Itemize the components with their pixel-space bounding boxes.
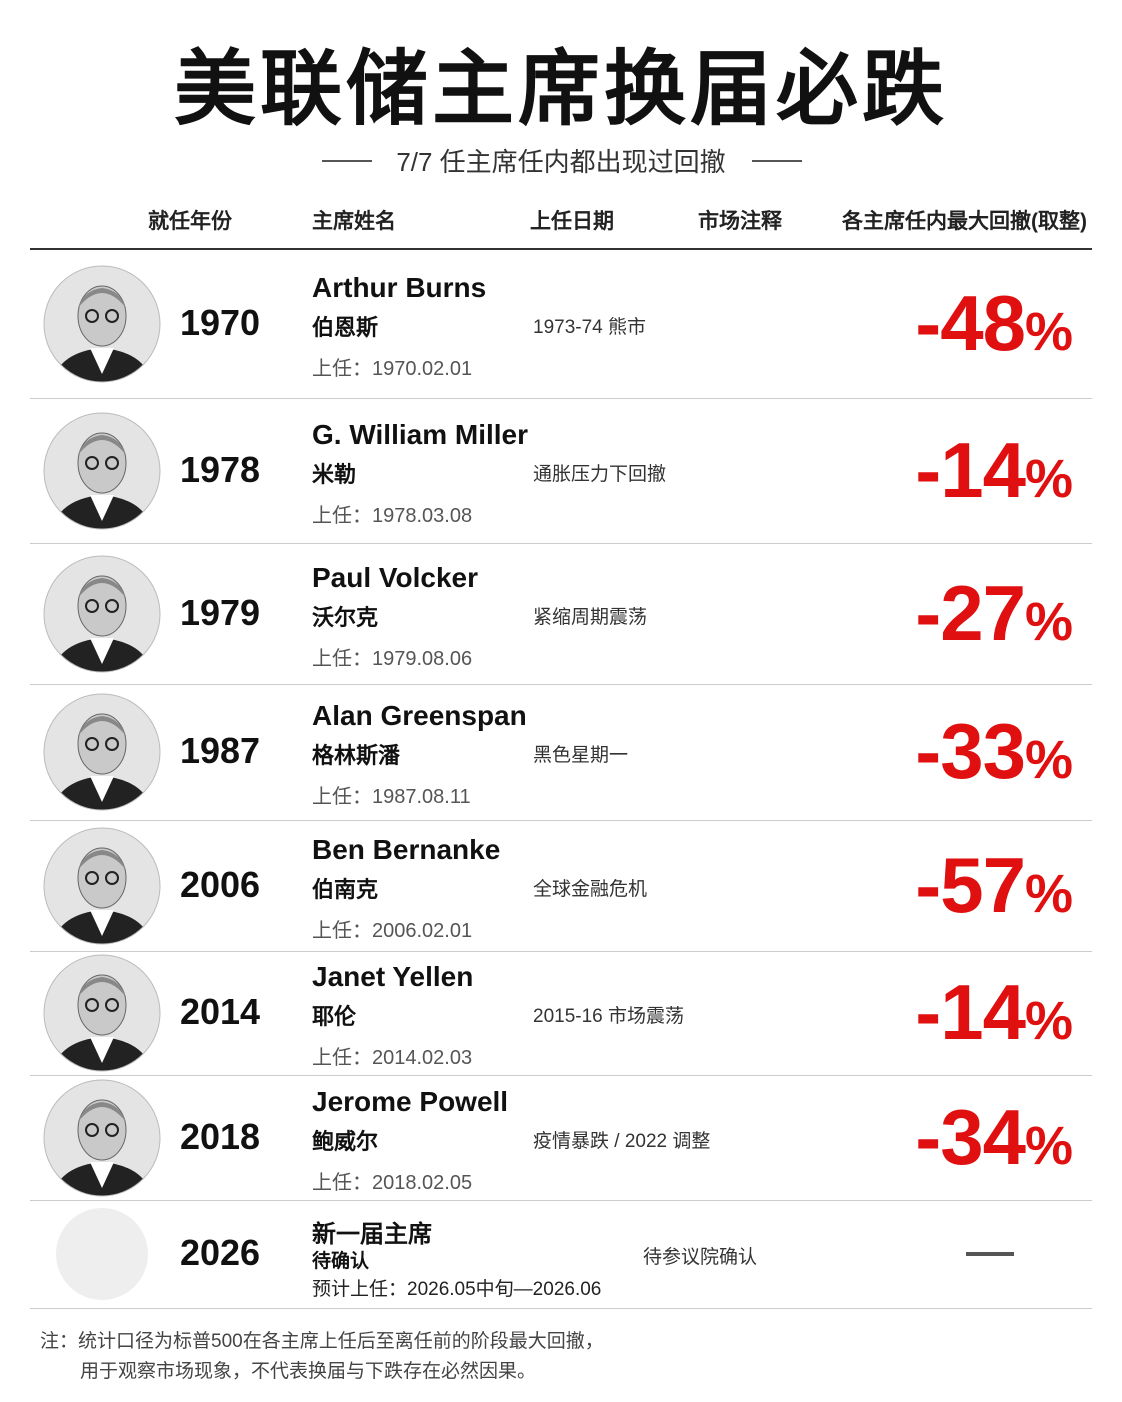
name-en: Arthur Burns bbox=[312, 271, 487, 303]
name-cn: 伯南克 bbox=[312, 876, 379, 902]
drawdown-unit: % bbox=[1024, 591, 1073, 652]
date: 上任：1978.03.08 bbox=[312, 504, 473, 527]
drawdown-value: -14 bbox=[915, 425, 1026, 514]
header-rule bbox=[30, 248, 1092, 250]
portrait bbox=[43, 555, 161, 672]
row-rule bbox=[30, 1200, 1092, 1201]
name-en: Ben Bernanke bbox=[312, 833, 501, 865]
date: 上任：1979.08.06 bbox=[312, 647, 473, 670]
drawdown: -34% bbox=[915, 1092, 1073, 1183]
drawdown: -14% bbox=[915, 967, 1073, 1058]
column-header: 主席姓名 bbox=[312, 210, 396, 233]
name-cn: 耶伦 bbox=[312, 1004, 357, 1029]
note: 黑色星期一 bbox=[533, 745, 629, 766]
portrait bbox=[43, 1079, 161, 1196]
row-rule bbox=[30, 543, 1092, 544]
date: 上任：2014.02.03 bbox=[312, 1047, 473, 1069]
column-header: 各主席任内最大回撤(取整) bbox=[842, 210, 1087, 233]
year: 2026 bbox=[179, 1232, 261, 1273]
column-header: 上任日期 bbox=[530, 210, 614, 233]
name-cn: 沃尔克 bbox=[312, 604, 379, 630]
drawdown-unit: % bbox=[1024, 863, 1073, 924]
drawdown-value: -14 bbox=[915, 968, 1026, 1056]
note: 2015-16 市场震荡 bbox=[533, 1006, 685, 1027]
note: 待参议院确认 bbox=[643, 1247, 758, 1268]
row-rule bbox=[30, 684, 1092, 685]
row-rule bbox=[30, 398, 1092, 399]
date: 上任：2006.02.01 bbox=[312, 919, 473, 942]
divider bbox=[322, 160, 372, 162]
pending-dash bbox=[966, 1252, 1014, 1256]
name-cn: 格林斯潘 bbox=[312, 743, 401, 768]
portrait bbox=[43, 954, 161, 1072]
year: 1987 bbox=[179, 730, 261, 771]
name-en: 新一届主席 bbox=[312, 1221, 432, 1248]
drawdown-value: -34 bbox=[915, 1092, 1026, 1181]
name-cn: 伯恩斯 bbox=[312, 314, 379, 340]
note: 1973-74 熊市 bbox=[533, 316, 647, 338]
portrait bbox=[43, 412, 161, 529]
year: 1970 bbox=[179, 301, 261, 343]
name-cn: 待确认 bbox=[312, 1251, 370, 1272]
subtitle: 7/7 任主席任内都出现过回撤 bbox=[396, 147, 726, 177]
drawdown-unit: % bbox=[1024, 448, 1073, 509]
drawdown-unit: % bbox=[1024, 991, 1073, 1051]
row-rule bbox=[30, 1075, 1092, 1076]
row-rule bbox=[30, 1308, 1092, 1309]
name-en: Jerome Powell bbox=[312, 1085, 509, 1117]
note: 紧缩周期震荡 bbox=[533, 606, 648, 628]
year: 2014 bbox=[179, 991, 261, 1032]
drawdown-unit: % bbox=[1024, 1115, 1073, 1176]
portrait bbox=[43, 265, 161, 382]
note: 全球金融危机 bbox=[533, 878, 648, 900]
portrait bbox=[43, 693, 161, 811]
year: 1978 bbox=[179, 448, 261, 490]
drawdown-unit: % bbox=[1024, 730, 1073, 790]
portrait bbox=[56, 1208, 148, 1300]
drawdown: -33% bbox=[915, 706, 1073, 797]
drawdown-value: -57 bbox=[915, 840, 1026, 929]
footnote: 注：统计口径为标普500在各主席上任后至离任前的阶段最大回撤， bbox=[40, 1331, 604, 1352]
drawdown-value: -48 bbox=[915, 278, 1026, 367]
column-header: 就任年份 bbox=[148, 210, 232, 233]
year: 2006 bbox=[179, 863, 261, 905]
column-header: 市场注释 bbox=[698, 210, 782, 233]
row-rule bbox=[30, 820, 1092, 821]
name-cn: 鲍威尔 bbox=[312, 1128, 379, 1154]
footnote: 用于观察市场现象，不代表换届与下跌存在必然因果。 bbox=[80, 1361, 537, 1382]
drawdown: -48% bbox=[915, 278, 1073, 369]
name-en: Alan Greenspan bbox=[312, 700, 527, 731]
name-cn: 米勒 bbox=[312, 461, 357, 487]
name-en: Janet Yellen bbox=[312, 961, 474, 992]
note: 疫情暴跌 / 2022 调整 bbox=[533, 1130, 711, 1152]
drawdown: -27% bbox=[915, 568, 1073, 659]
drawdown-value: -33 bbox=[915, 707, 1026, 795]
date: 上任：2018.02.05 bbox=[312, 1171, 473, 1194]
year: 1979 bbox=[179, 591, 261, 633]
drawdown-value: -27 bbox=[915, 568, 1026, 657]
date: 上任：1987.08.11 bbox=[312, 786, 471, 808]
note: 通胀压力下回撤 bbox=[533, 463, 667, 485]
date: 预计上任：2026.05中旬—2026.06 bbox=[312, 1279, 602, 1300]
portrait bbox=[43, 827, 161, 944]
divider bbox=[752, 160, 802, 162]
name-en: Paul Volcker bbox=[312, 561, 479, 593]
title: 美联储主席换届必跌 bbox=[173, 44, 948, 135]
date: 上任：1970.02.01 bbox=[312, 357, 473, 380]
drawdown: -14% bbox=[915, 425, 1073, 516]
row-rule bbox=[30, 951, 1092, 952]
drawdown-unit: % bbox=[1024, 301, 1073, 362]
year: 2018 bbox=[179, 1115, 261, 1157]
name-en: G. William Miller bbox=[312, 418, 529, 450]
drawdown: -57% bbox=[915, 840, 1073, 931]
